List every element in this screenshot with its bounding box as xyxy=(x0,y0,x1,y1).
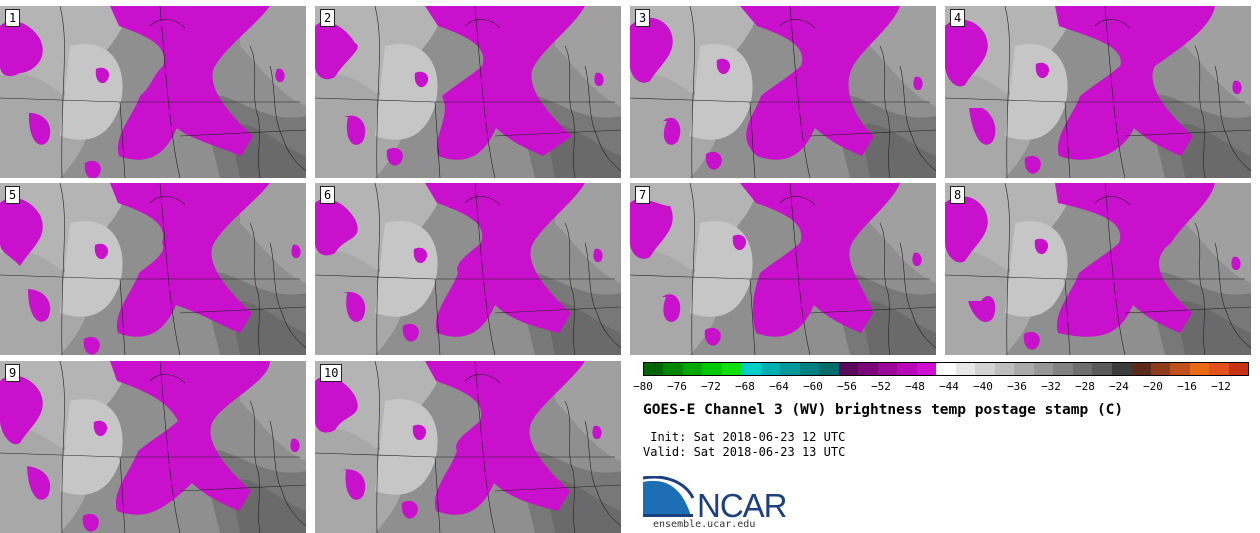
colorbar-tick-0: −80 xyxy=(633,380,653,393)
colorbar-tick-6: −56 xyxy=(837,380,857,393)
colorbar-segment-15 xyxy=(936,363,956,375)
colorbar-tick-10: −40 xyxy=(973,380,993,393)
colorbar-tick-15: −20 xyxy=(1143,380,1163,393)
colorbar xyxy=(643,362,1249,376)
colorbar-segment-30 xyxy=(1228,363,1249,375)
colorbar-segment-12 xyxy=(877,363,898,375)
panel-number-label: 10 xyxy=(320,364,343,382)
colorbar-segment-26 xyxy=(1150,363,1171,375)
colorbar-tick-7: −52 xyxy=(871,380,891,393)
colorbar-tick-13: −28 xyxy=(1075,380,1095,393)
water-vapor-map xyxy=(315,183,621,355)
panel-number-label: 5 xyxy=(5,186,21,204)
init-time: Init: Sat 2018-06-23 12 UTC xyxy=(643,430,846,444)
colorbar-segment-28 xyxy=(1189,363,1210,375)
colorbar-segment-22 xyxy=(1072,363,1093,375)
colorbar-segment-19 xyxy=(1014,363,1034,375)
colorbar-tick-11: −36 xyxy=(1007,380,1027,393)
panel-number-label: 7 xyxy=(635,186,651,204)
colorbar-segment-17 xyxy=(975,363,995,375)
ncar-wordmark: NCAR xyxy=(697,487,788,524)
panel-10: 10 xyxy=(315,361,621,533)
valid-time: Valid: Sat 2018-06-23 13 UTC xyxy=(643,445,846,459)
colorbar-tick-17: −12 xyxy=(1211,380,1231,393)
colorbar-segment-6 xyxy=(760,363,781,375)
colorbar-tick-4: −64 xyxy=(769,380,789,393)
colorbar-tick-5: −60 xyxy=(803,380,823,393)
colorbar-segment-14 xyxy=(916,363,937,375)
colorbar-segment-21 xyxy=(1053,363,1073,375)
colorbar-segment-13 xyxy=(897,363,917,375)
panel-9: 9 xyxy=(0,361,306,533)
colorbar-tick-3: −68 xyxy=(735,380,755,393)
water-vapor-map xyxy=(315,6,621,178)
colorbar-segment-23 xyxy=(1092,363,1112,375)
colorbar-tick-labels: −80 −76 −72 −68 −64 −60 −56 −52 −48 −44 −40 −36 −32 −… xyxy=(630,380,1260,394)
panel-4: 4 xyxy=(945,6,1251,178)
colorbar-tick-1: −76 xyxy=(667,380,687,393)
colorbar-tick-16: −16 xyxy=(1177,380,1197,393)
colorbar-segment-0 xyxy=(644,363,664,375)
water-vapor-map xyxy=(630,183,936,355)
colorbar-segment-11 xyxy=(858,363,878,375)
panel-5: 5 xyxy=(0,183,306,355)
plot-title: GOES-E Channel 3 (WV) brightness temp po… xyxy=(643,402,1124,418)
colorbar-segment-25 xyxy=(1131,363,1151,375)
colorbar-segment-4 xyxy=(721,363,742,375)
colorbar-segment-9 xyxy=(819,363,839,375)
colorbar-segment-5 xyxy=(741,363,761,375)
panel-number-label: 6 xyxy=(320,186,336,204)
water-vapor-map xyxy=(945,6,1251,178)
panel-2: 2 xyxy=(315,6,621,178)
colorbar-segment-20 xyxy=(1033,363,1054,375)
panel-7: 7 xyxy=(630,183,936,355)
colorbar-segment-2 xyxy=(682,363,703,375)
colorbar-segment-18 xyxy=(994,363,1015,375)
ncar-logo-icon xyxy=(643,476,695,517)
site-url: ensemble.ucar.edu xyxy=(653,519,756,530)
panel-number-label: 3 xyxy=(635,9,651,27)
colorbar-segment-1 xyxy=(663,363,683,375)
colorbar-segment-27 xyxy=(1170,363,1190,375)
water-vapor-map xyxy=(0,361,306,533)
panel-number-label: 8 xyxy=(950,186,966,204)
water-vapor-map xyxy=(945,183,1251,355)
panel-number-label: 9 xyxy=(5,364,21,382)
panel-3: 3 xyxy=(630,6,936,178)
panel-1: 1 xyxy=(0,6,306,178)
colorbar-tick-14: −24 xyxy=(1109,380,1129,393)
water-vapor-map xyxy=(630,6,936,178)
colorbar-segment-7 xyxy=(780,363,800,375)
water-vapor-map xyxy=(0,183,306,355)
colorbar-segment-24 xyxy=(1111,363,1132,375)
water-vapor-map xyxy=(0,6,306,178)
colorbar-tick-8: −48 xyxy=(905,380,925,393)
panel-6: 6 xyxy=(315,183,621,355)
water-vapor-map xyxy=(315,361,621,533)
colorbar-tick-9: −44 xyxy=(939,380,959,393)
panel-8: 8 xyxy=(945,183,1251,355)
panel-number-label: 1 xyxy=(5,9,21,27)
colorbar-segment-3 xyxy=(702,363,722,375)
panel-number-label: 4 xyxy=(950,9,966,27)
colorbar-segment-8 xyxy=(799,363,820,375)
panel-number-label: 2 xyxy=(320,9,336,27)
colorbar-tick-2: −72 xyxy=(701,380,721,393)
colorbar-segment-10 xyxy=(838,363,859,375)
colorbar-segment-16 xyxy=(955,363,976,375)
colorbar-tick-12: −32 xyxy=(1041,380,1061,393)
colorbar-segment-29 xyxy=(1209,363,1229,375)
